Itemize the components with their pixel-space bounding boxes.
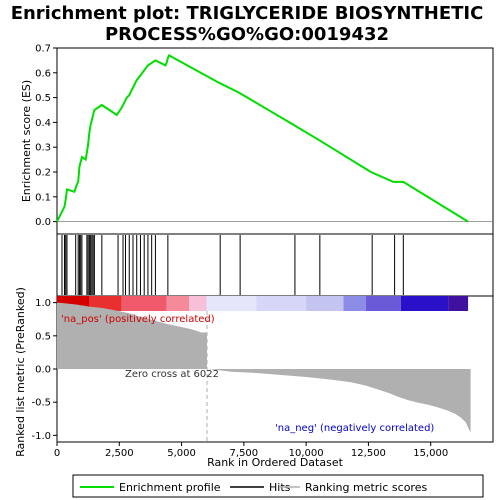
positive-correlation-label: 'na_pos' (positively correlated) (61, 314, 215, 325)
x-tick-label: 15,000 (413, 448, 448, 459)
ranking-metric-series (57, 302, 471, 433)
enrichment-profile-line (56, 54, 469, 223)
x-tick-label: 7,500 (230, 448, 259, 459)
x-tick-label: 5,000 (167, 448, 196, 459)
es-y-tick-label: 0.0 (35, 217, 51, 228)
metric-y-tick-label: 0.5 (35, 331, 51, 342)
x-axis: 0 2,500 5,000 7,500 10,000 12,500 15,000 (54, 442, 448, 459)
hits-series (61, 235, 404, 295)
metric-y-axis: -1.0 -0.5 0.0 0.5 1.0 (31, 298, 57, 442)
hits-panel-frame (56, 233, 494, 297)
heat-segment (343, 296, 366, 311)
ranking-metric-area (57, 302, 471, 433)
zero-cross-label: Zero cross at 6022 (125, 369, 219, 380)
heat-segment (448, 296, 469, 311)
heat-segment (306, 296, 344, 311)
metric-y-axis-label: Ranked list metric (PreRanked) (14, 287, 27, 457)
metric-y-tick-label: 1.0 (35, 298, 51, 309)
es-y-tick-label: 0.1 (35, 192, 51, 203)
metric-y-tick-label: 0.0 (35, 365, 51, 376)
heat-segment (166, 296, 190, 311)
metric-y-tick-label: -0.5 (31, 398, 51, 409)
x-axis-label: Rank in Ordered Dataset (207, 456, 344, 469)
heat-segment (206, 296, 257, 311)
heat-segment (256, 296, 307, 311)
es-y-tick-label: 0.4 (35, 118, 51, 129)
enrichment-profile-series (56, 54, 469, 223)
heat-segment (189, 296, 207, 311)
legend-hits-label: Hits (269, 481, 291, 494)
ranking-heat-bar (57, 296, 469, 311)
es-y-axis-label: Enrichment score (ES) (20, 80, 33, 202)
x-tick-label: 12,500 (351, 448, 386, 459)
es-y-tick-label: 0.5 (35, 93, 51, 104)
x-tick-label: 0 (54, 448, 60, 459)
heat-segment (365, 296, 401, 311)
es-y-tick-label: 0.7 (35, 44, 51, 55)
x-tick-label: 2,500 (105, 448, 134, 459)
es-y-tick-label: 0.2 (35, 168, 51, 179)
legend-profile-label: Enrichment profile (119, 481, 221, 494)
heat-segment (89, 296, 122, 311)
metric-y-tick-label: -1.0 (31, 431, 51, 442)
es-y-tick-label: 0.3 (35, 143, 51, 154)
negative-correlation-label: 'na_neg' (negatively correlated) (275, 423, 434, 434)
es-panel-frame (56, 47, 494, 235)
x-tick-label: 10,000 (289, 448, 324, 459)
chart-title-line2: PROCESS%GO%GO:0019432 (105, 24, 389, 45)
legend-metric-label: Ranking metric scores (305, 481, 427, 494)
chart-title-line1: Enrichment plot: TRIGLYCERIDE BIOSYNTHET… (11, 3, 484, 24)
legend-box (72, 474, 484, 498)
es-y-axis: 0.0 0.1 0.2 0.3 0.4 0.5 0.6 0.7 (35, 44, 57, 228)
heat-segment (121, 296, 167, 311)
es-y-tick-label: 0.6 (35, 68, 51, 79)
heat-segment (400, 296, 449, 311)
